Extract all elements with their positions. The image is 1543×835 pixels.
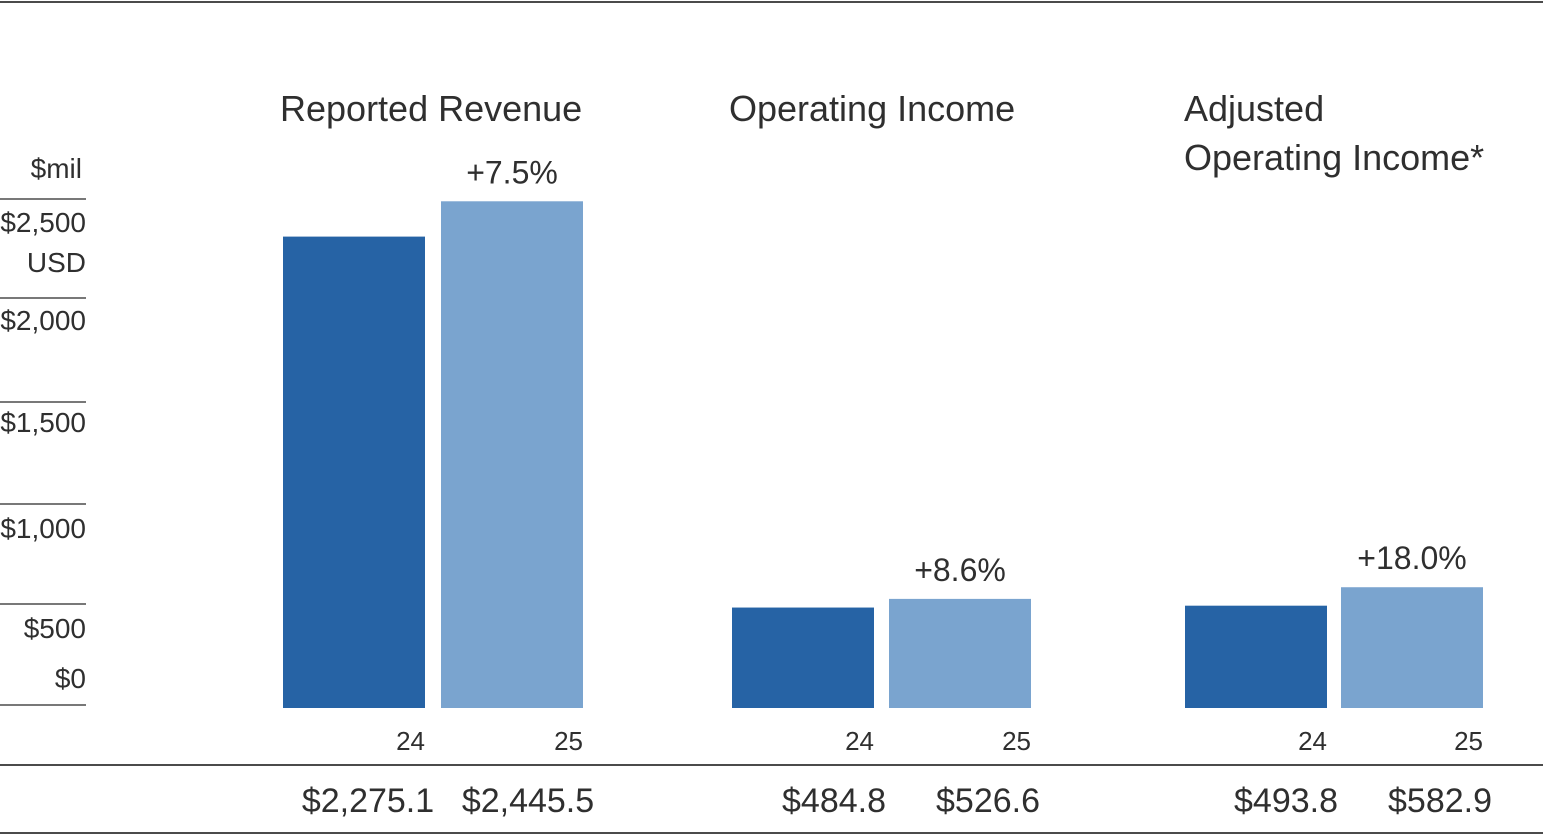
year-label: 24 [396,726,425,756]
bar-25 [1341,587,1483,708]
category-group-2: Operating Income +8.6% 24 25 $484.8 $526.6 [729,88,1040,820]
change-label: +7.5% [466,154,558,190]
bar-24 [732,607,874,708]
value-label: $526.6 [936,782,1040,820]
bar-25 [441,201,583,708]
y-tick-label: $500 [24,613,86,644]
y-tick-label: $0 [55,663,86,694]
change-label: +18.0% [1357,540,1466,576]
year-label: 24 [845,726,874,756]
value-label: $484.8 [782,782,886,820]
year-label: 25 [1002,726,1031,756]
year-label: 25 [1454,726,1483,756]
y-tick-label: $1,000 [0,513,86,544]
bar-25 [889,598,1031,708]
year-label: 25 [554,726,583,756]
category-group-1: Reported Revenue +7.5% 24 25 $2,275.1 $2,445.… [280,88,594,820]
bar-24 [1185,605,1327,708]
currency-label: USD [27,247,86,278]
year-label: 24 [1298,726,1327,756]
change-label: +8.6% [914,552,1006,588]
category-title: Adjusted [1184,88,1324,129]
y-tick-label: $2,500 [0,207,86,238]
bar-24 [283,236,425,708]
y-tick-label: $2,000 [0,305,86,336]
category-title: Reported Revenue [280,88,582,129]
value-label: $493.8 [1234,782,1338,820]
value-label: $582.9 [1388,782,1492,820]
y-axis-unit-label: $mil [31,153,82,184]
category-title: Operating Income* [1184,137,1484,178]
category-title: Operating Income [729,88,1015,129]
value-label: $2,445.5 [462,782,594,820]
value-label: $2,275.1 [302,782,434,820]
category-group-3: Adjusted Operating Income* +18.0% 24 25 $493.… [1184,88,1492,820]
y-tick-label: $1,500 [0,407,86,438]
